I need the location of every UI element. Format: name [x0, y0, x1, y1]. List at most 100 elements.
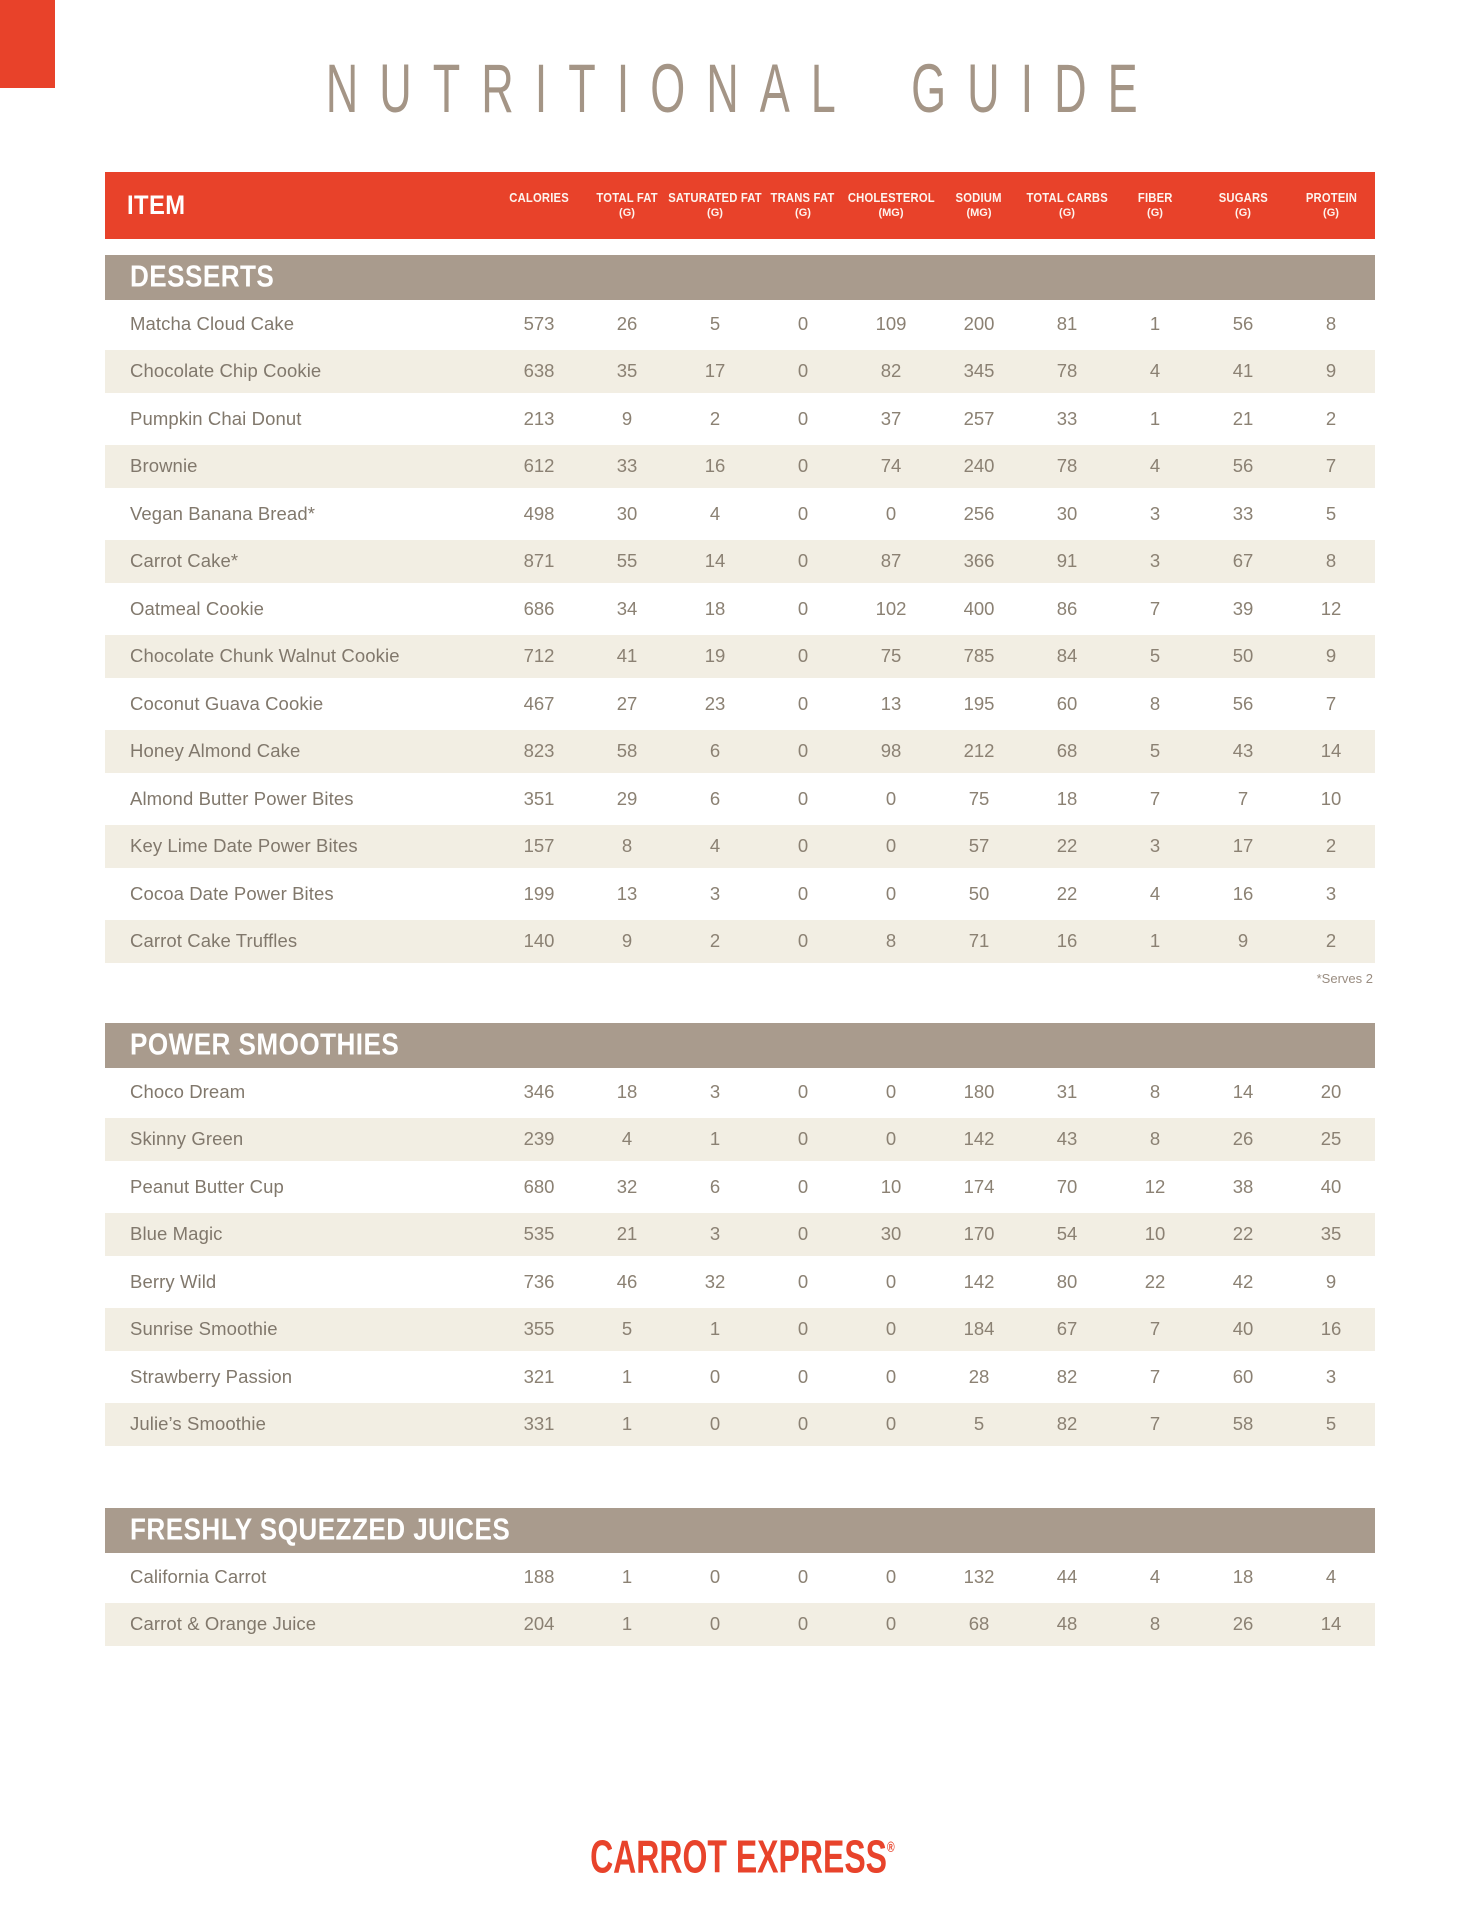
brand-name: CARROT EXPRESS: [589, 1832, 887, 1883]
value-cell-fiber: 7: [1149, 1318, 1161, 1340]
value-cell-saturated-fat: 1: [709, 1128, 721, 1150]
value-cell-cholesterol: 87: [880, 550, 902, 572]
value-cell-calories: 612: [523, 455, 555, 477]
value-cell-trans-fat: 0: [797, 882, 809, 904]
value-cell-sodium: 785: [963, 645, 995, 667]
value-cell-sodium: 170: [963, 1223, 995, 1245]
value-cell-trans-fat: 0: [797, 1613, 809, 1635]
value-cell-saturated-fat: 18: [704, 597, 726, 619]
value-cell-trans-fat: 0: [797, 692, 809, 714]
value-cell-fiber: 12: [1144, 1175, 1166, 1197]
value-cell-sodium: 71: [968, 930, 990, 952]
value-cell-total-carbs: 30: [1056, 502, 1078, 524]
nutrition-table: ITEM CALORIES TOTAL FAT (G) SATURATED FAT (G…: [105, 172, 1375, 1648]
value-cell-sugars: 38: [1232, 1175, 1254, 1197]
column-header-sodium: SODIUM (MG): [935, 191, 1023, 220]
column-header-label: SUGARS: [1218, 191, 1268, 205]
value-cell-cholesterol: 82: [880, 360, 902, 382]
value-cell-sugars: 18: [1232, 1565, 1254, 1587]
value-cell-trans-fat: 0: [797, 455, 809, 477]
value-cell-total-fat: 1: [621, 1565, 633, 1587]
column-header-sugars: SUGARS (G): [1199, 191, 1287, 220]
value-cell-sodium: 200: [963, 312, 995, 334]
value-cell-calories: 331: [523, 1413, 555, 1435]
value-cell-total-carbs: 86: [1056, 597, 1078, 619]
value-cell-fiber: 4: [1149, 360, 1161, 382]
section-header-bar: POWER SMOOTHIES: [105, 1023, 1375, 1068]
value-cell-sodium: 345: [963, 360, 995, 382]
value-cell-sodium: 142: [963, 1128, 995, 1150]
table-row: Carrot Cake* 871 55 14 0 87 366 91 3 67 8: [105, 537, 1375, 585]
value-cell-total-fat: 46: [616, 1270, 638, 1292]
value-cell-total-fat: 1: [621, 1413, 633, 1435]
item-name: Chocolate Chunk Walnut Cookie: [130, 645, 400, 667]
table-row: Almond Butter Power Bites 351 29 6 0 0 75 18 7 7 1…: [105, 775, 1375, 823]
value-cell-calories: 736: [523, 1270, 555, 1292]
value-cell-sodium: 50: [968, 882, 990, 904]
value-cell-cholesterol: 109: [875, 312, 907, 334]
value-cell-calories: 346: [523, 1080, 555, 1102]
value-cell-calories: 467: [523, 692, 555, 714]
value-cell-saturated-fat: 19: [704, 645, 726, 667]
value-cell-total-fat: 29: [616, 787, 638, 809]
value-cell-calories: 712: [523, 645, 555, 667]
value-cell-protein: 5: [1325, 502, 1337, 524]
value-cell-calories: 213: [523, 407, 555, 429]
value-cell-calories: 351: [523, 787, 555, 809]
value-cell-total-fat: 13: [616, 882, 638, 904]
value-cell-trans-fat: 0: [797, 502, 809, 524]
value-cell-total-fat: 21: [616, 1223, 638, 1245]
value-cell-fiber: 1: [1149, 930, 1161, 952]
value-cell-cholesterol: 74: [880, 455, 902, 477]
table-row: California Carrot 188 1 0 0 0 132 44 4 18 4: [105, 1553, 1375, 1601]
value-cell-total-carbs: 82: [1056, 1413, 1078, 1435]
value-cell-total-fat: 41: [616, 645, 638, 667]
value-cell-cholesterol: 0: [885, 1270, 897, 1292]
serves-note: *Serves 2: [1316, 971, 1373, 986]
value-cell-fiber: 3: [1149, 550, 1161, 572]
column-header-label: SATURATED FAT: [668, 191, 762, 205]
table-row: Brownie 612 33 16 0 74 240 78 4 56 7: [105, 442, 1375, 490]
value-cell-trans-fat: 0: [797, 1413, 809, 1435]
item-name: Brownie: [130, 455, 198, 477]
value-cell-saturated-fat: 2: [709, 930, 721, 952]
value-cell-sodium: 256: [963, 502, 995, 524]
table-row: Coconut Guava Cookie 467 27 23 0 13 195 60 8 56 7: [105, 680, 1375, 728]
value-cell-fiber: 7: [1149, 1365, 1161, 1387]
value-cell-total-carbs: 60: [1056, 692, 1078, 714]
value-cell-sugars: 33: [1232, 502, 1254, 524]
table-row: Carrot & Orange Juice 204 1 0 0 0 68 48 8 26 14: [105, 1600, 1375, 1648]
value-cell-saturated-fat: 4: [709, 502, 721, 524]
value-cell-cholesterol: 0: [885, 1080, 897, 1102]
footer-logo-text: CARROT EXPRESS®: [590, 1822, 895, 1883]
column-header-label: CHOLESTEROL: [847, 191, 935, 205]
value-cell-total-carbs: 31: [1056, 1080, 1078, 1102]
value-cell-trans-fat: 0: [797, 597, 809, 619]
value-cell-saturated-fat: 2: [709, 407, 721, 429]
value-cell-trans-fat: 0: [797, 360, 809, 382]
value-cell-fiber: 7: [1149, 787, 1161, 809]
value-cell-saturated-fat: 0: [709, 1565, 721, 1587]
value-cell-calories: 871: [523, 550, 555, 572]
value-cell-sodium: 400: [963, 597, 995, 619]
value-cell-protein: 9: [1325, 1270, 1337, 1292]
value-cell-trans-fat: 0: [797, 740, 809, 762]
value-cell-protein: 2: [1325, 930, 1337, 952]
item-name: Coconut Guava Cookie: [130, 692, 324, 714]
value-cell-cholesterol: 102: [875, 597, 907, 619]
value-cell-fiber: 8: [1149, 1613, 1161, 1635]
column-header-total-carbs: TOTAL CARBS (G): [1023, 191, 1111, 220]
column-header-fiber: FIBER (G): [1111, 191, 1199, 220]
item-name: Vegan Banana Bread*: [130, 502, 316, 524]
value-cell-calories: 355: [523, 1318, 555, 1340]
value-cell-saturated-fat: 3: [709, 882, 721, 904]
item-name: California Carrot: [130, 1565, 267, 1587]
value-cell-sugars: 26: [1232, 1613, 1254, 1635]
value-cell-cholesterol: 30: [880, 1223, 902, 1245]
table-row: Honey Almond Cake 823 58 6 0 98 212 68 5 43 14: [105, 727, 1375, 775]
page-title-text: NUTRITIONAL GUIDE: [325, 49, 1159, 127]
column-header-unit: (G): [795, 207, 811, 219]
value-cell-total-carbs: 44: [1056, 1565, 1078, 1587]
column-header-label: TRANS FAT: [771, 191, 835, 205]
